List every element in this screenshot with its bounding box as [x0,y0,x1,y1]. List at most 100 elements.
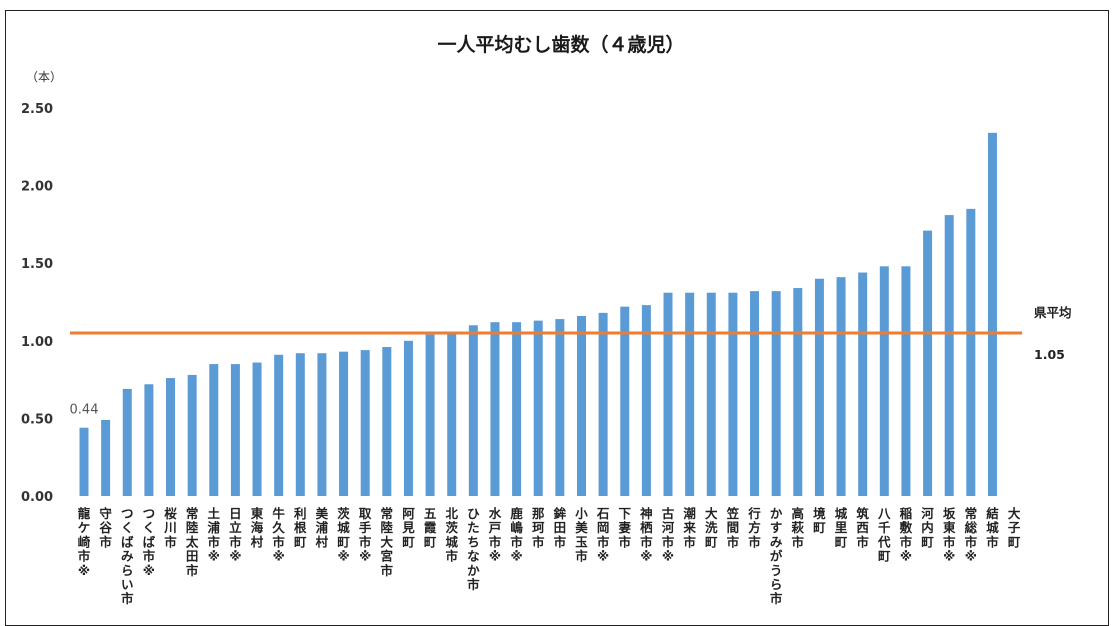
average-label: 県平均 [1034,305,1072,320]
bar [122,388,132,496]
bar [425,334,435,496]
y-axis-unit: （本） [26,70,62,84]
x-tick-label: 鉾田市 [554,506,567,549]
x-tick-label: 小美玉市 [574,506,588,564]
x-tick-label: 常陸大宮市 [381,506,394,578]
y-tick-label: 1.50 [21,257,53,272]
bar [923,230,933,496]
x-tick-label: 茨城町※ [337,506,350,564]
x-tick-label: 境町 [813,506,826,535]
x-tick-label: 常総市※ [965,506,978,564]
bar [879,266,889,496]
bar [403,340,413,496]
bar [512,322,522,496]
bar [490,322,500,496]
average-value-label: 1.05 [1034,347,1065,362]
x-tick-label: 八千代町 [877,506,891,564]
x-tick-label: 結城市 [986,506,999,549]
x-tick-label: 大子町 [1008,506,1021,549]
bar [901,266,911,496]
data-label: 0.44 [70,403,99,418]
bar [728,292,738,496]
x-tick-label: 坂東市※ [943,506,956,564]
x-tick-label: 桜川市 [163,506,177,549]
x-tick-label: 美浦村 [316,506,329,549]
x-tick-label: 神栖市※ [640,506,653,564]
bar [685,292,695,496]
bar [339,351,349,496]
x-tick-label: 牛久市※ [271,506,285,564]
bar [576,315,586,496]
bar [230,364,240,496]
x-tick-label: 潮来市 [682,506,696,549]
x-tick-label: 土浦市※ [208,506,221,564]
bar [814,278,824,496]
bar [274,354,284,496]
bar [987,132,997,496]
y-tick-label: 1.00 [21,335,53,350]
chart-frame: 一人平均むし歯数（４歳児） （本） 0.00 0.50 1.00 1.50 2.00 2.… [5,10,1109,626]
x-tick-label: 古河市※ [662,506,675,564]
bar [793,288,803,496]
bar [79,427,89,496]
x-tick-label: かすみがうら市 [770,506,783,606]
x-tick-label: 河内町 [921,506,934,549]
x-tick-label: 日立市※ [229,506,242,564]
x-tick-label: 取手市※ [359,506,372,564]
x-tick-label: 笠間市 [726,506,740,549]
bar [317,353,327,496]
bar [706,292,716,496]
x-tick-label: 下妻市 [618,506,631,549]
x-tick-label: 石岡市※ [596,506,610,564]
y-tick-label: 0.00 [21,490,53,505]
x-tick-label: 高萩市 [791,506,805,549]
x-tick-label: 阿見町 [401,506,415,549]
x-tick-label: 常陸太田市 [186,506,199,578]
bar [101,419,111,496]
x-tick-label: 五霞町 [424,506,437,549]
y-tick-label: 0.50 [21,412,53,427]
x-tick-label: 鹿嶋市※ [510,506,523,564]
bar [166,378,176,496]
bar-chart: 一人平均むし歯数（４歳児） （本） 0.00 0.50 1.00 1.50 2.00 2.… [21,11,1072,606]
chart-title: 一人平均むし歯数（４歳児） [437,33,684,56]
x-tick-label: 大洗町 [705,506,718,549]
bar [641,305,651,496]
bar [252,362,262,496]
bar [966,208,976,496]
bar [598,312,608,496]
data-label: 2.34 [1000,11,1029,15]
bar [382,347,392,496]
y-tick-label: 2.50 [21,102,53,117]
bar [620,306,630,496]
x-tick-label: 筑西市 [856,506,869,549]
x-tick-label: 東海村 [251,506,264,549]
bar [750,291,760,496]
x-tick-label: 北茨城市 [445,506,458,564]
bar [187,374,197,496]
bar [555,319,565,496]
y-tick-label: 2.00 [21,180,53,195]
x-tick-label: つくばみらい市 [121,506,134,606]
bar [468,325,478,496]
x-tick-label: 龍ケ崎市※ [78,506,91,578]
x-tick-label: 行方市 [747,506,761,549]
bar [858,272,868,496]
bar [533,320,543,496]
x-tick-label: 城里町 [835,506,848,549]
x-tick-label: 守谷市 [99,506,112,549]
bar [209,364,219,496]
bar [771,291,781,496]
x-tick-label: つくば市※ [143,506,156,578]
bar [663,292,673,496]
x-tick-label: 那珂市 [532,506,545,549]
bar [144,384,154,496]
bar [447,333,457,496]
bar [295,353,305,496]
bar [360,350,370,496]
bar [944,215,954,496]
x-tick-label: 水戸市※ [489,506,502,564]
x-tick-label: ひたちなか市 [467,506,480,592]
bar [836,277,846,496]
x-tick-label: 利根町 [294,506,307,549]
